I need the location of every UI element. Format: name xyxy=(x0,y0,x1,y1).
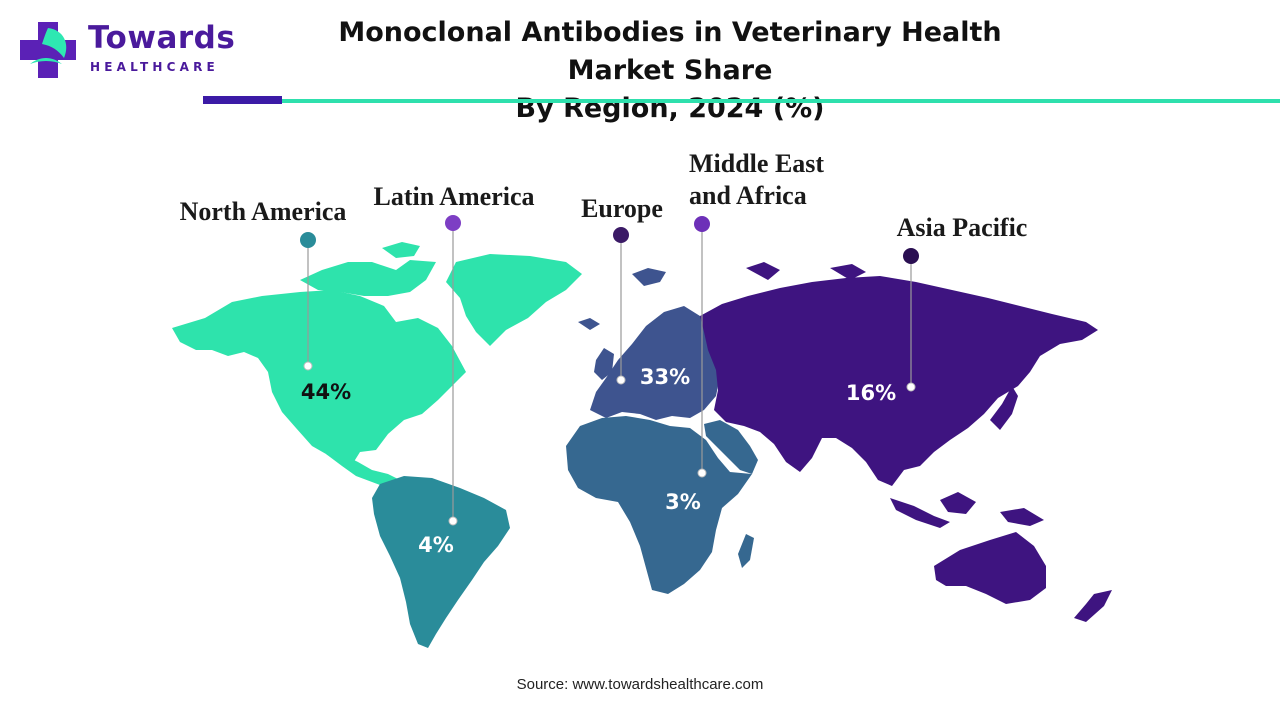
label-asia-pacific: Asia Pacific xyxy=(897,213,1028,242)
arabian-peninsula xyxy=(704,420,758,474)
region-europe xyxy=(578,268,720,420)
new-guinea xyxy=(1000,508,1044,526)
label-europe: Europe xyxy=(581,194,663,223)
brand-subtitle: HEALTHCARE xyxy=(90,60,219,74)
africa xyxy=(566,416,752,594)
svalbard xyxy=(632,268,666,286)
central-america xyxy=(326,454,400,488)
label-north-america: North America xyxy=(180,197,347,226)
south-america xyxy=(372,476,510,648)
region-asia-pacific xyxy=(700,262,1112,622)
arctic-islands xyxy=(300,260,436,296)
endpoint-europe xyxy=(616,375,626,385)
indonesia-2 xyxy=(940,492,976,514)
label-middle-east-line-1: Middle East xyxy=(689,149,824,178)
new-zealand xyxy=(1074,590,1112,622)
siberian-islands-2 xyxy=(830,264,866,280)
label-latin-america: Latin America xyxy=(373,182,534,211)
chart-title: Monoclonal Antibodies in Veterinary Heal… xyxy=(300,14,1040,128)
endpoint-north-america xyxy=(303,361,313,371)
value-latin-america: 4% xyxy=(418,533,454,557)
indonesia-1 xyxy=(890,498,950,528)
value-middle-east-africa: 3% xyxy=(665,490,701,514)
endpoint-asia-pacific xyxy=(906,382,916,392)
asia-mainland xyxy=(700,276,1098,486)
siberian-islands xyxy=(746,262,780,280)
brand-name: Towards xyxy=(88,20,236,56)
marker-middle-east-africa xyxy=(694,216,710,232)
region-north-america xyxy=(172,242,582,488)
value-north-america: 44% xyxy=(301,380,351,404)
europe-mainland xyxy=(590,306,720,420)
north-america-mainland xyxy=(172,290,466,468)
title-line-1: Monoclonal Antibodies in Veterinary Heal… xyxy=(338,17,1002,86)
arctic-island-small xyxy=(382,242,420,258)
region-latin-america xyxy=(372,476,510,648)
label-middle-east-line-2: and Africa xyxy=(689,181,807,210)
title-accent-bar xyxy=(203,96,282,104)
greenland xyxy=(446,254,582,346)
region-middle-east-africa xyxy=(566,416,758,594)
value-asia-pacific: 16% xyxy=(846,381,896,405)
title-accent-line xyxy=(282,99,1280,103)
brand-logo: Towards HEALTHCARE xyxy=(18,18,236,80)
marker-north-america xyxy=(300,232,316,248)
iceland xyxy=(578,318,600,330)
marker-asia-pacific xyxy=(903,248,919,264)
endpoint-middle-east-africa xyxy=(697,468,707,478)
marker-europe xyxy=(613,227,629,243)
madagascar xyxy=(738,534,754,568)
value-europe: 33% xyxy=(640,365,690,389)
australia xyxy=(934,532,1046,604)
endpoint-latin-america xyxy=(448,516,458,526)
title-line-2: By Region, 2024 (%) xyxy=(515,93,825,124)
marker-latin-america xyxy=(445,215,461,231)
british-isles xyxy=(594,348,614,380)
japan xyxy=(990,386,1018,430)
source-note: Source: www.towardshealthcare.com xyxy=(516,676,764,693)
logo-cross-icon xyxy=(20,22,76,78)
